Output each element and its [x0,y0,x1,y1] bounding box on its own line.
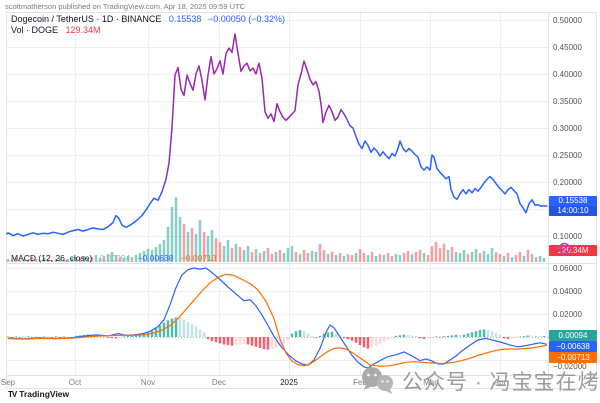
price-axis-label: 0.50000 [553,16,582,25]
price-axis-label: 0.30000 [553,124,582,133]
countdown-ring-icon[interactable] [558,242,571,255]
time-axis-label: Dec [211,378,227,387]
time-axis-label: Mar [423,378,437,387]
time-axis-label: 2025 [280,378,298,387]
price-change: −0.00050 (−0.32%) [207,14,286,24]
symbol-legend[interactable]: Dogecoin / TetherUS · 1D · BINANCE 0.155… [11,14,285,24]
macd-axis-label: 0.02000 [553,310,582,319]
last-price-badge-value: 0.15538 [558,196,588,205]
macd-axis-label: 0.04000 [553,287,582,296]
volume-legend[interactable]: Vol · DOGE 129.34M [11,25,101,35]
time-axis-label: Apr [493,378,507,387]
macd-signal-value: −0.00713 [180,253,217,263]
macd-axis-label: −0.02000 [553,362,587,371]
macd-hist-badge: 0.00094 [549,330,597,341]
watermark-text: 公众号 · 冯宝宝在烤红薯 [402,371,600,394]
macd-label: MACD (12, 26, close) [11,253,93,263]
time-axis-label: Sep [0,378,16,387]
time-axis-label: Oct [68,378,82,387]
macd-line-value: −0.00638 [137,253,174,263]
bar-countdown: 14:00:10 [549,206,597,216]
macd-legend[interactable]: MACD (12, 26, close) 0.00094 −0.00638 −0… [11,253,217,263]
macd-signal-badge: −0.00713 [549,352,597,363]
price-axis-label: 0.20000 [553,178,582,187]
price-axis-label: 0.10000 [553,232,582,241]
tradingview-wordmark[interactable]: TV TradingView [8,389,69,399]
wechat-icon [362,367,393,394]
last-price: 0.15538 [168,14,202,24]
price-axis-label: 0.45000 [553,43,582,52]
tradingview-brand-text: TradingView [19,389,70,399]
tradingview-logo-icon: TV [8,389,17,399]
price-axis-label: 0.40000 [553,70,582,79]
macd-line-badge: −0.00638 [549,341,597,352]
symbol-title: Dogecoin / TetherUS · 1D · BINANCE [11,14,162,24]
last-price-badge: 0.15538 14:00:10 [549,196,597,216]
price-axis-label: 0.25000 [553,151,582,160]
time-axis-label: Nov [140,378,156,387]
volume-label: Vol · DOGE [11,25,59,35]
publish-attribution: scottmatherson published on TradingView.… [5,2,246,11]
wechat-watermark: 公众号 · 冯宝宝在烤红薯 [360,366,600,396]
macd-axis-label: 0.06000 [553,264,582,273]
price-axis-label: 0.35000 [553,97,582,106]
time-axis-label: Feb [353,378,367,387]
volume-value: 129.34M [65,25,101,35]
macd-hist-value: 0.00094 [99,253,131,263]
volume-badge: 129.34M [549,245,597,256]
